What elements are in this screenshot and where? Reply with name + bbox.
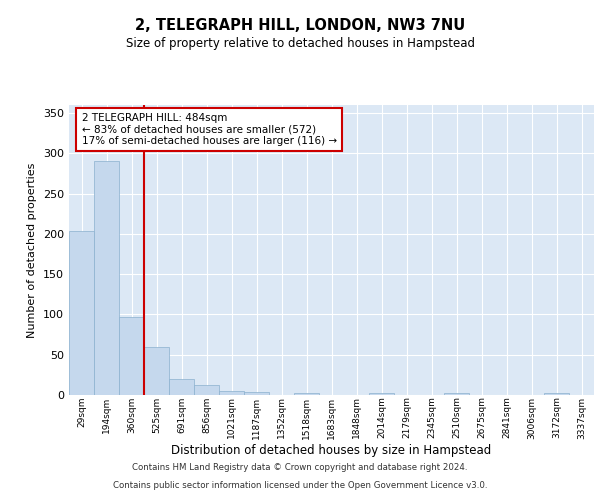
Text: Size of property relative to detached houses in Hampstead: Size of property relative to detached ho… [125, 38, 475, 51]
Bar [544, 394, 569, 395]
Bar [194, 386, 219, 395]
Bar [444, 394, 469, 395]
Bar [144, 346, 169, 395]
Text: 2, TELEGRAPH HILL, LONDON, NW3 7NU: 2, TELEGRAPH HILL, LONDON, NW3 7NU [135, 18, 465, 32]
Y-axis label: Number of detached properties: Number of detached properties [28, 162, 37, 338]
X-axis label: Distribution of detached houses by size in Hampstead: Distribution of detached houses by size … [172, 444, 491, 457]
Bar [119, 317, 144, 395]
Text: Contains HM Land Registry data © Crown copyright and database right 2024.: Contains HM Land Registry data © Crown c… [132, 464, 468, 472]
Bar [94, 160, 119, 395]
Bar [369, 394, 394, 395]
Text: Contains public sector information licensed under the Open Government Licence v3: Contains public sector information licen… [113, 481, 487, 490]
Bar [169, 379, 194, 395]
Bar [219, 391, 244, 395]
Bar [244, 392, 269, 395]
Bar [294, 394, 319, 395]
Bar [69, 230, 94, 395]
Text: 2 TELEGRAPH HILL: 484sqm
← 83% of detached houses are smaller (572)
17% of semi-: 2 TELEGRAPH HILL: 484sqm ← 83% of detach… [82, 113, 337, 146]
